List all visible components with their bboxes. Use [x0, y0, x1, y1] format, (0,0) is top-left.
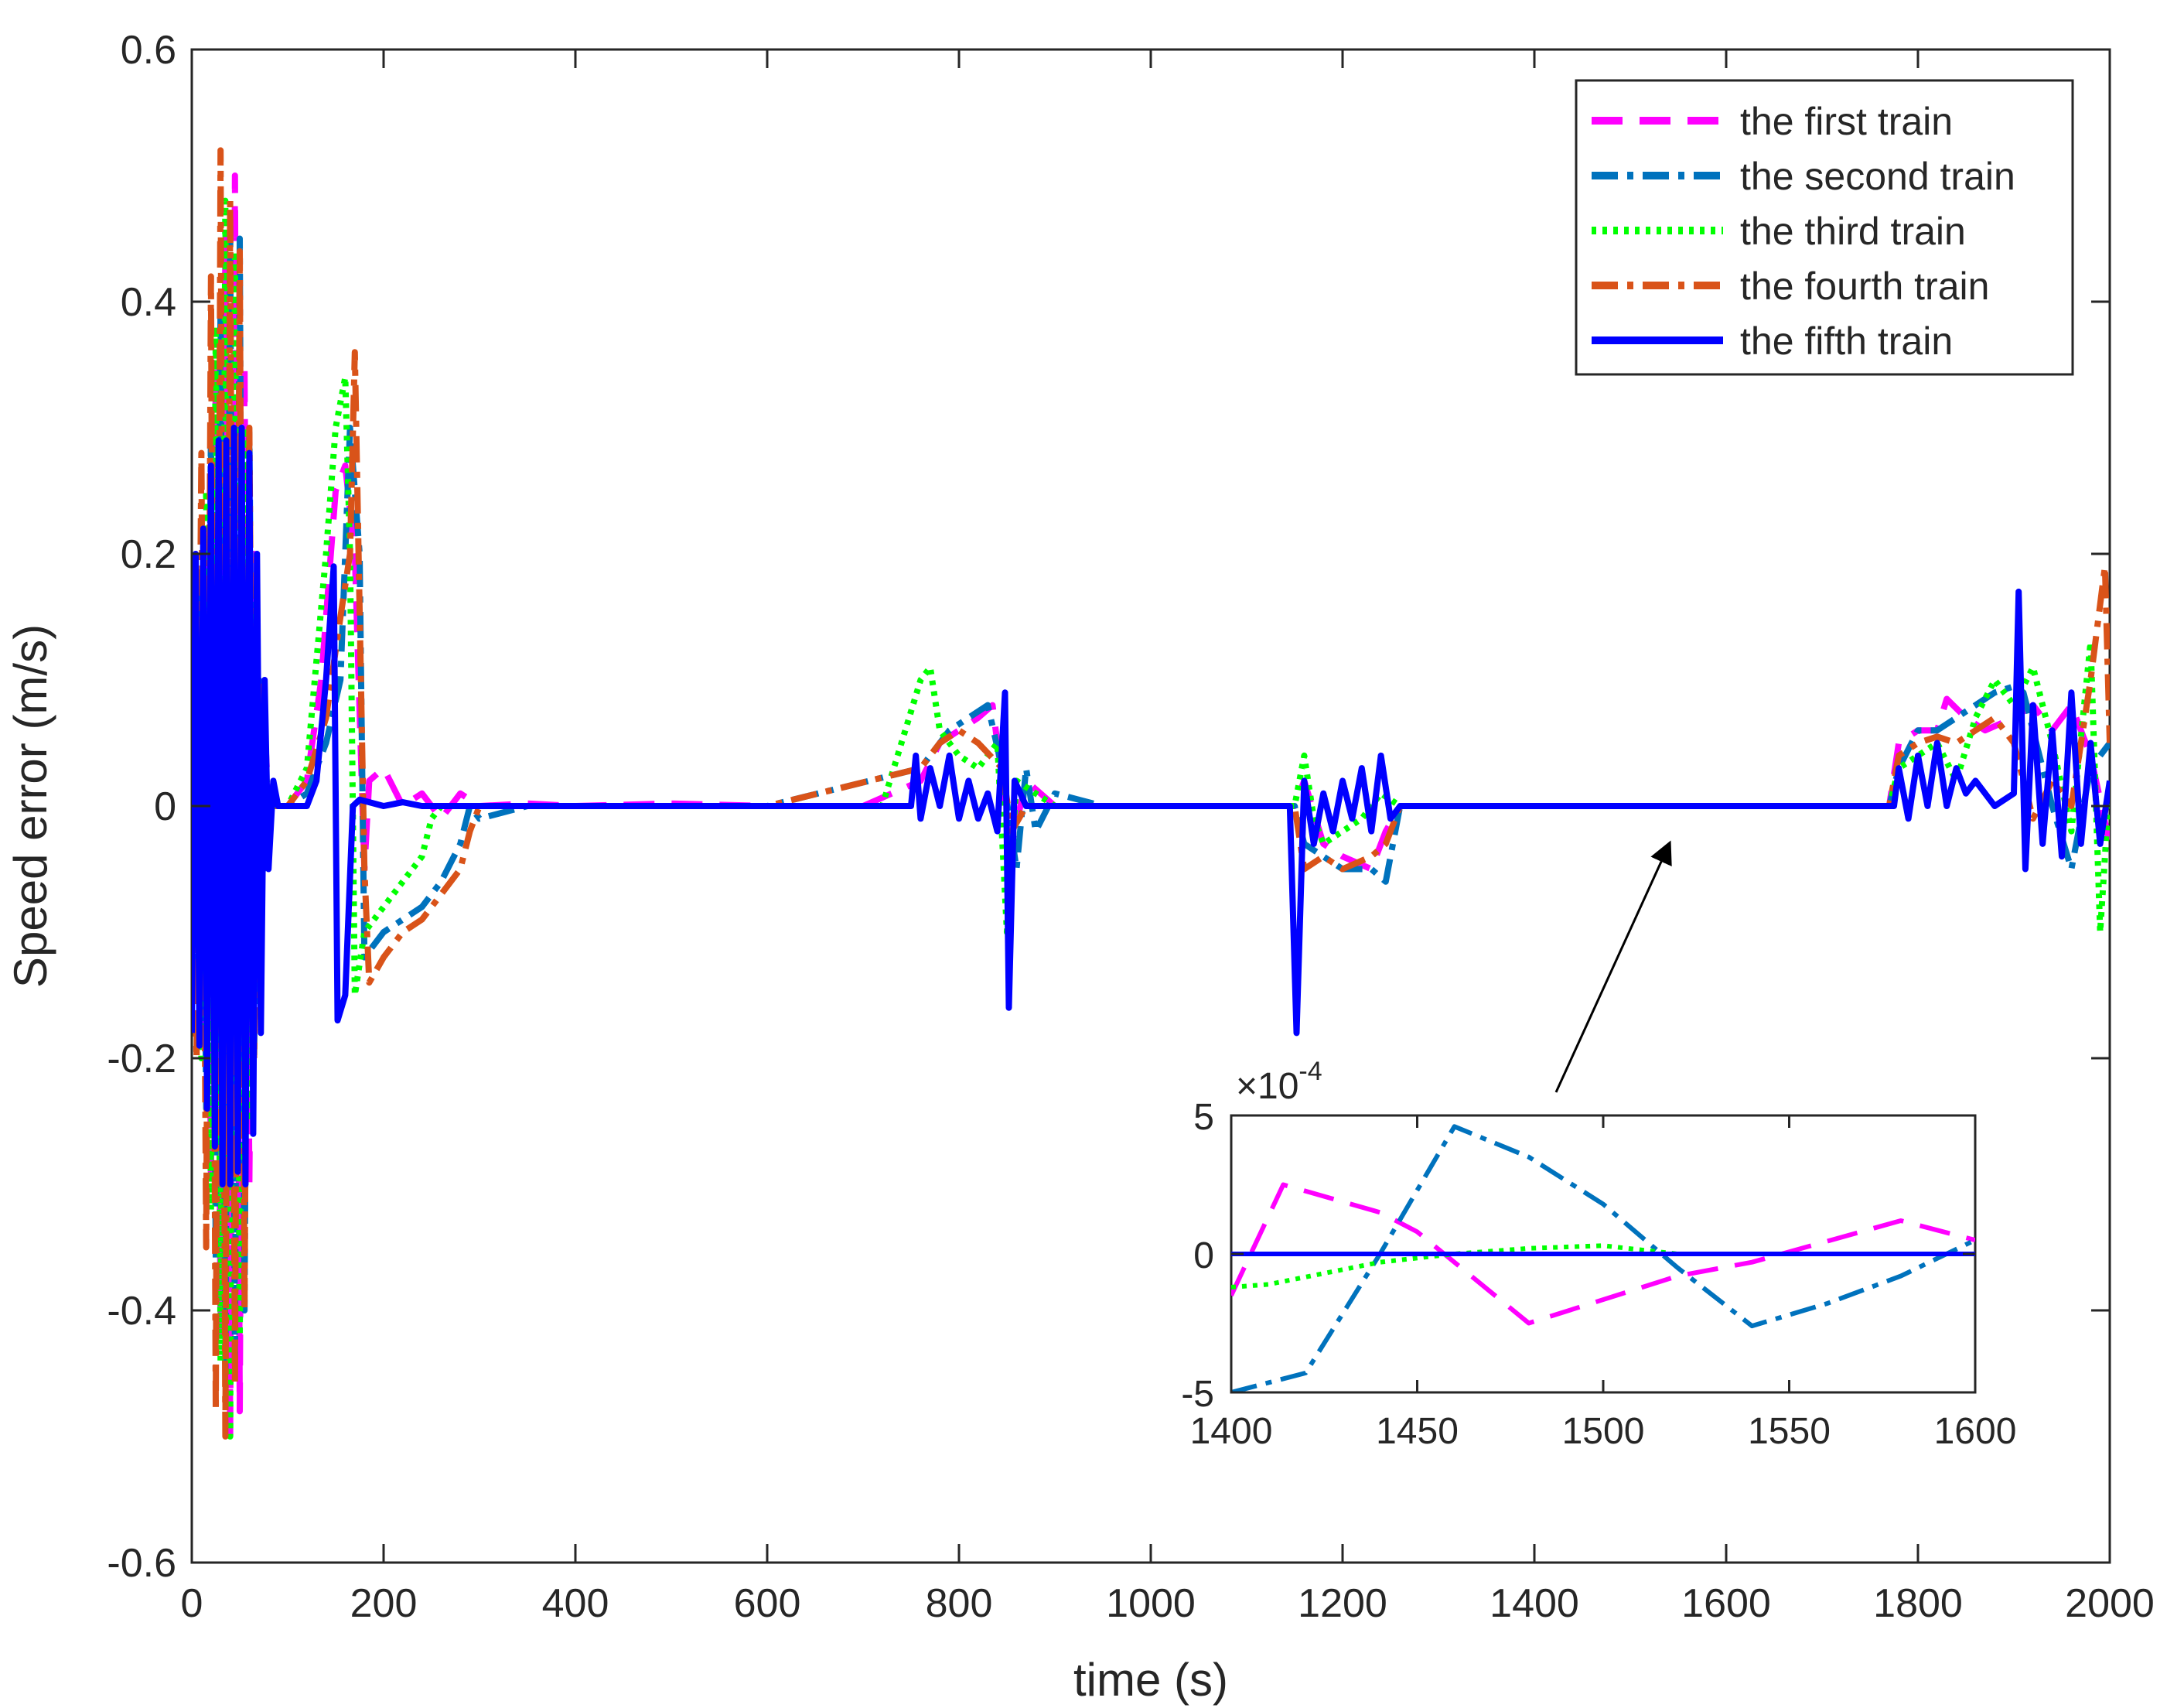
inset-ticks: 1400 1450 1500 1550 1600 -5 0 5 [1181, 1097, 2016, 1452]
main-x-tick-label: 0 [181, 1581, 203, 1626]
legend-label-second: the second train [1740, 155, 2015, 198]
main-x-tick-label: 1000 [1106, 1581, 1196, 1626]
main-x-tick-label: 2000 [2065, 1581, 2155, 1626]
inset-y-tick-label: 5 [1193, 1097, 1214, 1138]
inset-x-tick-label: 1500 [1562, 1411, 1645, 1452]
inset-x-tick-label: 1450 [1376, 1411, 1459, 1452]
main-x-tick-label: 1200 [1298, 1581, 1387, 1626]
inset-series-line-1 [1231, 1182, 1975, 1326]
main-x-tick-label: 200 [350, 1581, 418, 1626]
legend-label-third: the third train [1740, 210, 1966, 253]
inset-series-line-2 [1231, 1124, 1975, 1392]
inset-x-tick-label: 1550 [1748, 1411, 1831, 1452]
inset-scale-multiplier: ×10-4 [1236, 1057, 1322, 1107]
main-y-tick-label: 0 [154, 784, 176, 829]
main-y-tick-label: -0.4 [107, 1289, 176, 1334]
main-y-tick-label: 0.2 [121, 532, 176, 577]
legend: the first train the second train the thi… [1575, 79, 2074, 376]
main-x-tick-label: 800 [926, 1581, 993, 1626]
inset-y-tick-label: 0 [1193, 1235, 1214, 1276]
main-x-tick-label: 600 [734, 1581, 801, 1626]
y-axis-label: Speed error (m/s) [5, 624, 56, 988]
main-series-line-3 [192, 197, 2110, 1440]
legend-item-fifth: the fifth train [1592, 319, 1953, 363]
main-y-tick-label: 0.6 [121, 28, 176, 73]
main-y-tick-label: -0.2 [107, 1037, 176, 1081]
main-x-tick-label: 1600 [1681, 1581, 1771, 1626]
main-y-tick-label: -0.6 [107, 1541, 176, 1586]
legend-item-fourth: the fourth train [1592, 265, 1989, 308]
main-x-tick-label: 1800 [1873, 1581, 1963, 1626]
inset-scale-exponent: -4 [1298, 1057, 1322, 1086]
inset-x-tick-label: 1400 [1190, 1411, 1273, 1452]
legend-label-first: the first train [1740, 100, 1953, 143]
main-series-line-5 [192, 425, 2110, 1187]
legend-item-third: the third train [1592, 210, 1966, 253]
zoom-arrow [1554, 840, 1672, 1093]
inset-series-group [1231, 1124, 1975, 1392]
main-ticks: 0 200 400 600 800 1000 1200 1400 1600 1800 2000 -0.… [107, 28, 2154, 1626]
legend-item-first: the first train [1592, 100, 1953, 143]
inset-y-tick-label: -5 [1181, 1374, 1214, 1415]
x-axis-label: time (s) [1073, 1654, 1228, 1706]
legend-label-fourth: the fourth train [1740, 265, 1989, 308]
main-series-group [192, 147, 2110, 1440]
inset-scale-base: ×10 [1236, 1066, 1298, 1107]
inset-plot: 1400 1450 1500 1550 1600 -5 0 5 ×10-4 [1181, 1057, 2016, 1452]
main-x-tick-label: 1400 [1490, 1581, 1579, 1626]
main-y-tick-label: 0.4 [121, 280, 176, 325]
legend-item-second: the second train [1592, 155, 2015, 198]
legend-label-fifth: the fifth train [1740, 319, 1953, 363]
main-x-tick-label: 400 [542, 1581, 609, 1626]
inset-x-tick-label: 1600 [1934, 1411, 2017, 1452]
